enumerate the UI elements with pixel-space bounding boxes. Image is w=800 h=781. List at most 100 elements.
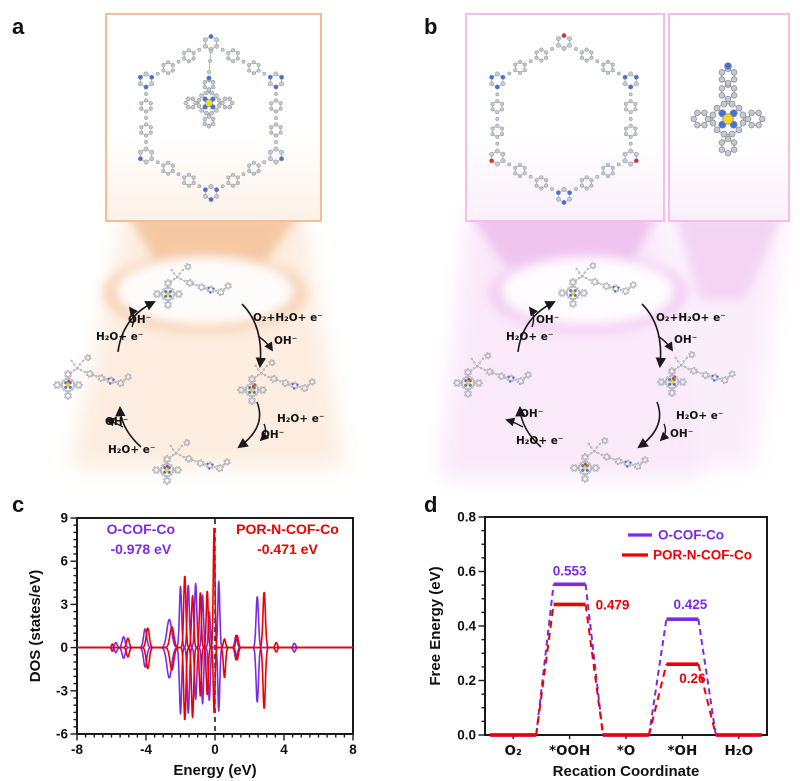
svg-text:-4: -4 — [140, 742, 152, 757]
cycle-arrow — [515, 405, 542, 448]
cycle-molecule — [152, 439, 231, 485]
cycle-right-label-oh-4: OH⁻ — [520, 408, 544, 420]
svg-text:3: 3 — [60, 597, 68, 612]
cycle-arrow — [637, 401, 661, 449]
cycle-left-label-oh-4: OH⁻ — [105, 416, 129, 428]
dos-curve-down-POR-N-COF-Co — [76, 646, 354, 721]
co-porphyrin — [53, 370, 83, 400]
dos-chart: -8 -4 0 4 8 -6 -3 0 3 6 9 O-COF-Co -0.978 eV POR-N-CO… — [27, 511, 357, 780]
cycle-molecule — [570, 437, 649, 483]
svg-text:0.425: 0.425 — [674, 597, 708, 612]
cycle-left-label-oh-1: OH⁻ — [128, 314, 152, 326]
cycle-branch-arrow — [128, 306, 139, 328]
svg-text:0.6: 0.6 — [457, 564, 476, 579]
co-porphyrin — [558, 278, 588, 308]
pink-beam — [470, 214, 783, 333]
orange-beam — [103, 214, 307, 333]
svg-text:-8: -8 — [71, 742, 83, 757]
cycle-arrow — [241, 303, 266, 369]
co-porphyrin-box — [668, 13, 790, 222]
panel-a-label: a — [12, 14, 25, 39]
co-porphyrin — [237, 375, 267, 405]
svg-text:0.4: 0.4 — [457, 619, 476, 634]
cycle-right-label-h2oe-1: H₂O+ e⁻ — [506, 331, 554, 343]
svg-text:-6: -6 — [56, 727, 68, 742]
svg-text:O-COF-Co: O-COF-Co — [107, 521, 175, 537]
svg-text:0: 0 — [211, 742, 219, 757]
cycle-branch-arrow — [259, 423, 270, 442]
cycle-arrow — [237, 401, 261, 449]
cycle-branch-arrow — [257, 335, 273, 352]
cycle-arrow — [115, 405, 142, 448]
o-cof-co-macrocycle-structure — [137, 34, 285, 202]
svg-text:0.479: 0.479 — [596, 597, 630, 612]
svg-text:0: 0 — [60, 640, 68, 655]
cycle-left-label-h2oe-3: H₂O+ e⁻ — [108, 444, 156, 456]
cycle-molecule — [53, 354, 132, 400]
svg-text:-0.978 eV: -0.978 eV — [110, 541, 171, 557]
cycle-arrow — [517, 301, 556, 353]
panel-c-label: c — [12, 492, 25, 517]
cycle-right-label-h2oe-2: H₂O+ e⁻ — [676, 410, 724, 422]
svg-text:-3: -3 — [56, 683, 68, 698]
svg-text:POR-N-COF-Co: POR-N-COF-Co — [236, 521, 339, 537]
svg-text:4: 4 — [280, 742, 288, 757]
cycle-branch-arrow — [528, 306, 539, 328]
cycle-branch-arrow — [505, 417, 524, 428]
svg-text:*OH: *OH — [667, 743, 697, 759]
panel-d-label: d — [424, 492, 438, 517]
cof-macrocycle — [137, 34, 285, 202]
co-porphyrin-structure — [690, 62, 766, 157]
cycle-arrow — [117, 301, 156, 353]
cycle-molecule — [657, 351, 736, 397]
cycle-right-label-oh-2: OH⁻ — [674, 334, 698, 346]
cycle-left-label-h2oe-2: H₂O+ e⁻ — [277, 413, 325, 425]
co-porphyrin — [183, 75, 235, 129]
fe-connector-POR-N-COF-Co — [697, 663, 717, 736]
co-porphyrin — [152, 455, 182, 485]
panel-b-label: b — [424, 14, 438, 39]
cycle-molecule — [237, 359, 316, 405]
svg-text:0.8: 0.8 — [457, 510, 476, 525]
svg-text:DOS (states/eV): DOS (states/eV) — [27, 570, 44, 683]
svg-text:0.0: 0.0 — [457, 728, 476, 743]
cycle-left-label-o2h2oe: O₂+H₂O+ e⁻ — [253, 312, 323, 324]
cycle-right-label-oh-3: OH⁻ — [670, 428, 694, 440]
por-n-cof-macrocycle-box — [465, 13, 665, 222]
svg-text:0.26: 0.26 — [679, 671, 706, 686]
svg-text:H₂O: H₂O — [724, 743, 753, 759]
free-energy-chart: 0.0 0.2 0.4 0.6 0.8 O₂ *OOH *O *OH H₂O 0.553 0.479 0… — [427, 510, 768, 780]
svg-text:Recation Coordinate: Recation Coordinate — [553, 763, 700, 780]
co-porphyrin — [453, 368, 483, 398]
svg-text:POR-N-COF-Co: POR-N-COF-Co — [653, 548, 752, 563]
cycle-right-label-oh-1: OH⁻ — [536, 314, 560, 326]
por-n-cof-macrocycle-structure — [489, 33, 639, 205]
cycle-left-label-oh-2: OH⁻ — [274, 335, 298, 347]
o-cof-co-structure-box — [105, 13, 322, 222]
svg-text:0.2: 0.2 — [457, 673, 476, 688]
co-porphyrin — [657, 367, 687, 397]
svg-text:6: 6 — [60, 554, 68, 569]
svg-text:9: 9 — [60, 511, 68, 526]
orr-cycle-o-cof-co — [53, 263, 316, 485]
svg-text:Free Energy (eV): Free Energy (eV) — [427, 566, 444, 685]
cycle-branch-arrow — [657, 335, 673, 352]
cycle-left-label-oh-3: OH⁻ — [261, 429, 285, 441]
cycle-arrow — [641, 303, 666, 369]
cycle-branch-arrow — [659, 423, 670, 442]
cycle-branch-arrow — [105, 417, 124, 428]
co-porphyrin — [570, 453, 600, 483]
svg-text:*O: *O — [617, 743, 636, 759]
svg-text:8: 8 — [349, 742, 357, 757]
fe-connector-POR-N-COF-Co — [648, 663, 668, 736]
svg-text:O₂: O₂ — [505, 743, 522, 759]
co-porphyrin — [153, 279, 183, 309]
fe-connector-POR-N-COF-Co — [535, 604, 555, 736]
svg-text:Energy (eV): Energy (eV) — [173, 762, 256, 779]
fe-connector-O-COF-Co — [584, 584, 604, 736]
fe-connector-POR-N-COF-Co — [584, 604, 604, 736]
cycle-left-label-h2oe-1: H₂O+ e⁻ — [96, 331, 144, 343]
svg-text:-0.471 eV: -0.471 eV — [257, 541, 318, 557]
svg-text:O-COF-Co: O-COF-Co — [658, 528, 724, 543]
